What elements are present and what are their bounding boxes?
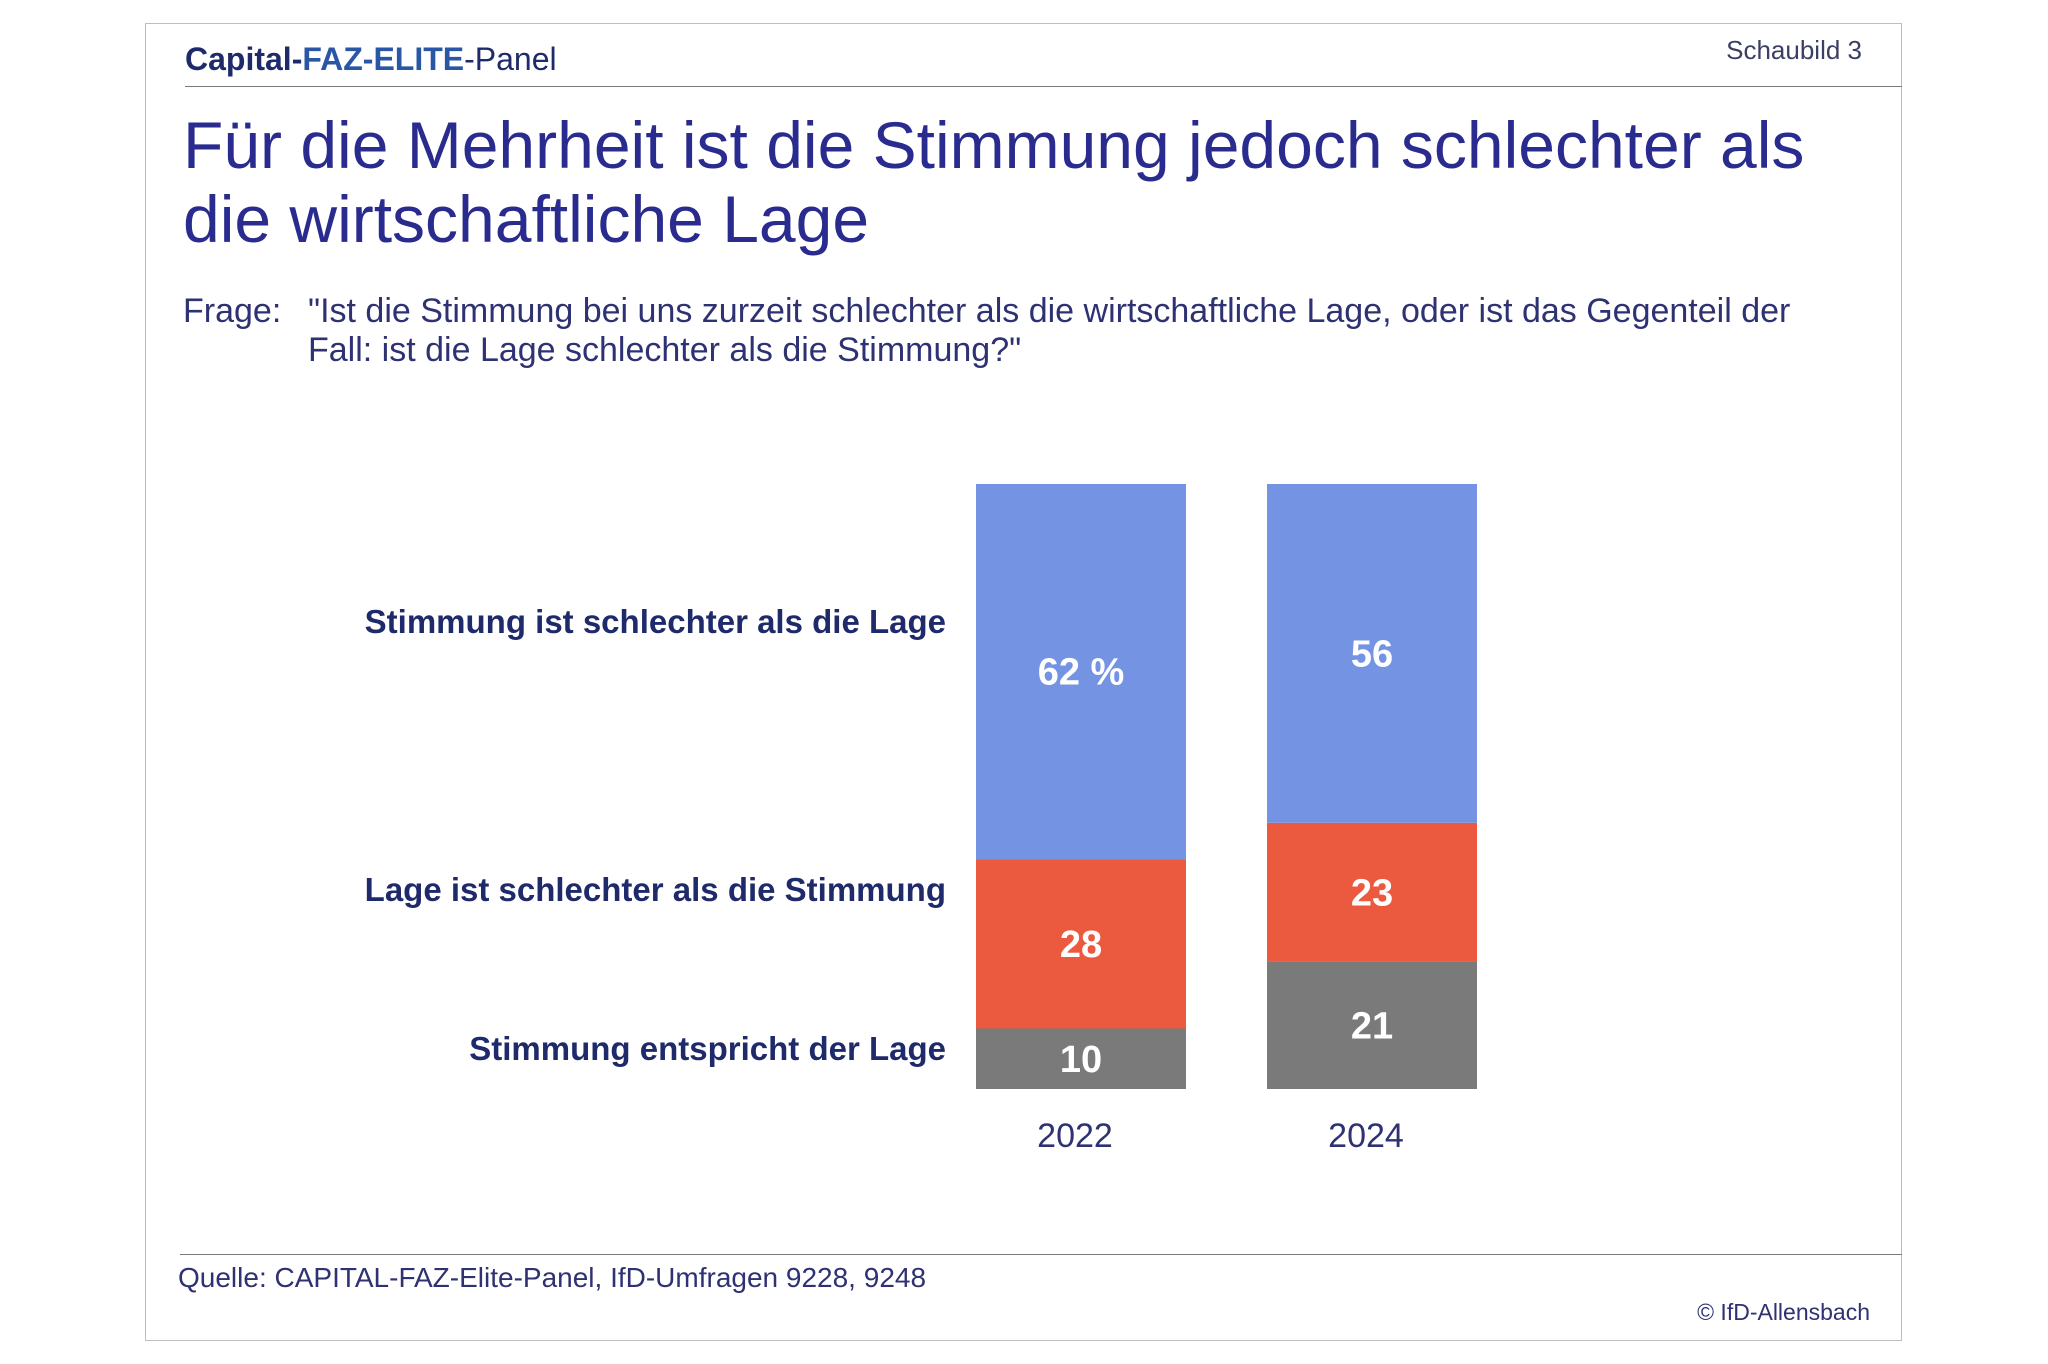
legend-label-worse-mood: Stimmung ist schlechter als die Lage — [364, 603, 946, 640]
chart-title: Für die Mehrheit ist die Stimmung jedoch… — [183, 108, 1805, 256]
data-label-2024-worse-mood: 56 — [1351, 633, 1393, 675]
slide-frame — [145, 23, 1902, 1341]
footer-divider — [180, 1254, 1902, 1255]
bar-2024-equal — [1267, 961, 1477, 1089]
data-label-2024-equal: 21 — [1351, 1005, 1393, 1047]
panel-brand: Capital-FAZ-ELITE-Panel — [185, 41, 557, 77]
bar-2022-worse-situation — [976, 859, 1186, 1029]
question-label: Frage: — [183, 292, 282, 330]
bar-2022-worse-mood — [976, 484, 1186, 860]
data-label-2022-worse-mood: 62 % — [1038, 652, 1125, 694]
copyright-note: © IfD-Allensbach — [1697, 1299, 1870, 1325]
header-divider — [185, 86, 1902, 87]
data-label-2024-worse-situation: 23 — [1351, 872, 1393, 914]
bar-2024-worse-mood — [1267, 484, 1477, 823]
legend-label-worse-situation: Lage ist schlechter als die Stimmung — [364, 871, 946, 908]
data-label-2022-worse-situation: 28 — [1060, 924, 1102, 966]
legend-label-equal: Stimmung entspricht der Lage — [469, 1030, 946, 1067]
question-text: Frage: "Ist die Stimmung bei uns zurzeit… — [183, 292, 1863, 369]
bar-2024-worse-situation — [1267, 822, 1477, 962]
x-tick-label-2022: 2022 — [1037, 1117, 1113, 1155]
x-tick-label-2024: 2024 — [1328, 1117, 1404, 1155]
chart-number: Schaubild 3 — [1726, 35, 1862, 65]
question-body: "Ist die Stimmung bei uns zurzeit schlec… — [308, 292, 1791, 369]
source-note: Quelle: CAPITAL-FAZ-Elite-Panel, IfD-Umf… — [178, 1262, 927, 1293]
bar-2022-equal — [976, 1028, 1186, 1089]
data-label-2022-equal: 10 — [1060, 1039, 1102, 1081]
